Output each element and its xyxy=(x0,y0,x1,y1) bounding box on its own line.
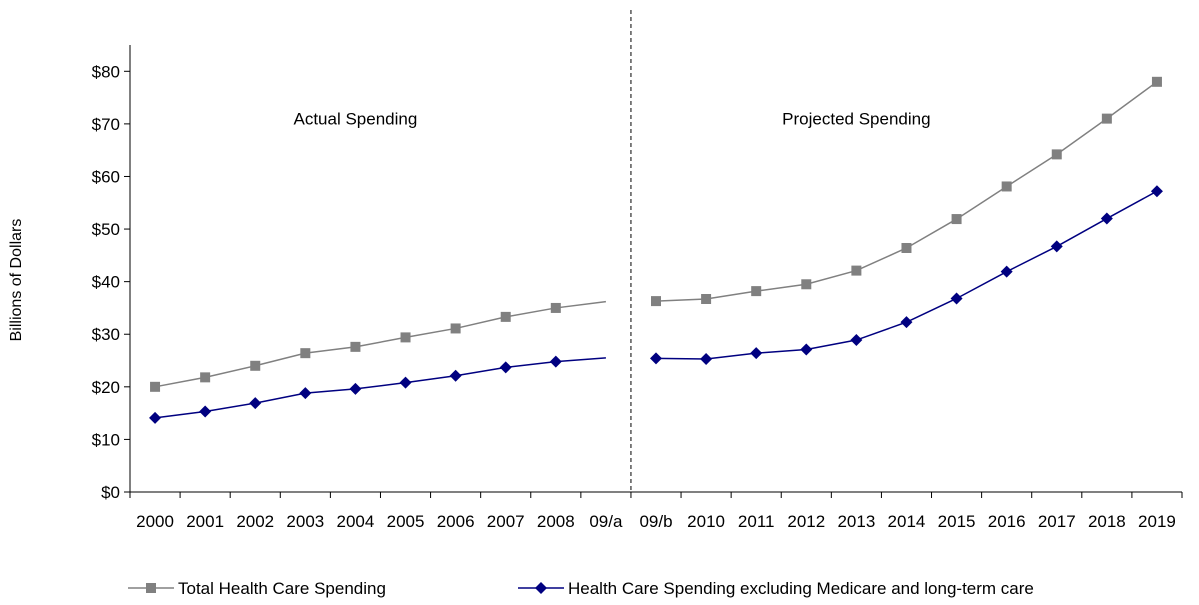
y-tick-label: $50 xyxy=(92,220,120,239)
data-point xyxy=(1151,76,1162,87)
data-point xyxy=(500,311,511,322)
annotation-label: Actual Spending xyxy=(294,110,418,129)
data-point xyxy=(650,352,662,365)
data-point xyxy=(249,397,262,410)
data-point xyxy=(350,341,361,352)
data-point xyxy=(1100,212,1113,225)
x-tick-label: 2015 xyxy=(938,512,976,531)
x-tick-label: 2006 xyxy=(437,512,475,531)
data-point xyxy=(549,355,562,368)
series-2 xyxy=(149,185,1163,424)
y-tick-label: $30 xyxy=(92,325,120,344)
data-point xyxy=(1050,240,1063,253)
series-line-actual xyxy=(154,300,606,388)
data-point xyxy=(951,214,962,225)
data-point xyxy=(651,296,661,307)
legend-item-2: Health Care Spending excluding Medicare … xyxy=(518,579,1034,598)
x-tick-label: 2019 xyxy=(1138,512,1176,531)
data-point xyxy=(1051,149,1062,160)
y-tick-label: $40 xyxy=(92,273,120,292)
data-point xyxy=(851,265,862,276)
data-point xyxy=(299,387,312,400)
y-tick-label: $20 xyxy=(92,378,120,397)
x-tick-label: 09/b xyxy=(639,512,672,531)
x-tick-label: 2012 xyxy=(787,512,825,531)
legend-label: Health Care Spending excluding Medicare … xyxy=(568,579,1034,598)
legend-marker xyxy=(535,582,547,594)
data-point xyxy=(550,302,561,313)
data-point xyxy=(801,279,812,290)
data-point xyxy=(150,381,161,392)
data-point xyxy=(199,405,212,418)
data-point xyxy=(449,369,462,382)
x-tick-label: 2007 xyxy=(487,512,525,531)
y-axis-label: Billions of Dollars xyxy=(8,219,25,342)
data-point xyxy=(1150,185,1163,198)
y-tick-label: $10 xyxy=(92,430,120,449)
x-tick-label: 2001 xyxy=(186,512,224,531)
series-line-actual xyxy=(154,357,606,419)
data-point xyxy=(300,348,311,359)
data-point xyxy=(700,352,713,365)
x-tick-label: 2000 xyxy=(136,512,174,531)
data-point xyxy=(701,294,712,305)
data-point xyxy=(200,372,211,383)
legend-item-1: Total Health Care Spending xyxy=(128,579,386,598)
data-point xyxy=(149,411,162,424)
data-point xyxy=(750,347,763,360)
data-point xyxy=(751,286,762,297)
legend-marker xyxy=(146,583,156,593)
data-point xyxy=(901,242,912,253)
data-point xyxy=(349,382,362,395)
data-point xyxy=(450,323,461,334)
x-tick-label: 2018 xyxy=(1088,512,1126,531)
data-point xyxy=(1101,113,1112,124)
x-tick-label: 2017 xyxy=(1038,512,1076,531)
data-point xyxy=(850,334,863,347)
x-tick-label: 2002 xyxy=(236,512,274,531)
y-tick-label: $0 xyxy=(101,483,120,502)
data-point xyxy=(900,316,913,329)
series-1 xyxy=(150,76,1162,392)
legend-label: Total Health Care Spending xyxy=(178,579,386,598)
x-tick-label: 2013 xyxy=(837,512,875,531)
y-tick-label: $80 xyxy=(92,62,120,81)
x-tick-label: 2003 xyxy=(286,512,324,531)
x-tick-label: 2010 xyxy=(687,512,725,531)
x-tick-label: 09/a xyxy=(589,512,623,531)
series-line-projected xyxy=(655,190,1158,360)
x-tick-label: 2011 xyxy=(738,512,775,531)
x-tick-label: 2014 xyxy=(888,512,926,531)
x-tick-label: 2008 xyxy=(537,512,575,531)
data-point xyxy=(399,376,412,389)
y-tick-label: $70 xyxy=(92,115,120,134)
data-point xyxy=(1000,265,1013,278)
x-tick-label: 2005 xyxy=(387,512,425,531)
y-tick-label: $60 xyxy=(92,167,120,186)
data-point xyxy=(250,360,261,371)
x-tick-label: 2016 xyxy=(988,512,1026,531)
data-point xyxy=(950,292,963,305)
data-point xyxy=(1001,181,1012,192)
data-point xyxy=(400,332,411,343)
x-tick-label: 2004 xyxy=(337,512,375,531)
annotation-label: Projected Spending xyxy=(782,110,930,129)
data-point xyxy=(499,361,512,374)
data-point xyxy=(800,343,813,356)
